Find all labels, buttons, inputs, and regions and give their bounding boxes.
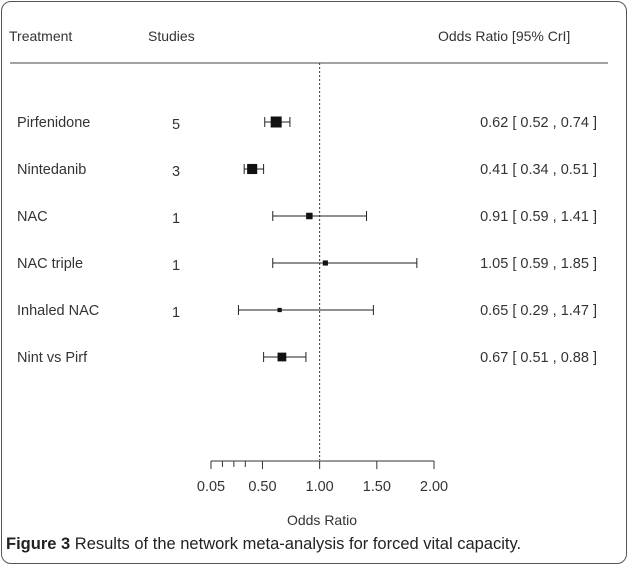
forest-row: NAC triple 1 1.05 [ 0.59 , 1.85 ] [17, 256, 597, 274]
x-axis-label: Odds Ratio [287, 512, 357, 528]
treatment-label: NAC [17, 209, 48, 225]
effect-value: 0.67 [ 0.51 , 0.88 ] [480, 350, 597, 366]
x-tick-label: 1.00 [306, 479, 334, 495]
studies-count: 3 [172, 164, 180, 180]
point-estimate [247, 163, 258, 175]
x-tick-label: 0.05 [197, 479, 225, 495]
studies-count: 5 [172, 117, 180, 133]
point-estimate [277, 307, 282, 313]
treatment-label: NAC triple [17, 256, 83, 272]
effect-value: 0.41 [ 0.34 , 0.51 ] [480, 162, 597, 178]
header-studies: Studies [148, 28, 195, 44]
figure-caption: Figure 3 Results of the network meta-ana… [6, 535, 521, 554]
header-treatment: Treatment [9, 28, 73, 44]
treatment-label: Nint vs Pirf [17, 350, 88, 366]
forest-row: Inhaled NAC 1 0.65 [ 0.29 , 1.47 ] [17, 303, 597, 321]
x-tick-label: 1.50 [363, 479, 391, 495]
effect-value: 1.05 [ 0.59 , 1.85 ] [480, 256, 597, 272]
forest-row: NAC 1 0.91 [ 0.59 , 1.41 ] [17, 209, 597, 227]
header-odds-ratio-cri: Odds Ratio [95% CrI] [438, 28, 571, 44]
treatment-label: Pirfenidone [17, 115, 90, 131]
studies-count: 1 [172, 258, 180, 274]
x-tick-label: 0.50 [248, 479, 276, 495]
studies-count: 1 [172, 305, 180, 321]
effect-value: 0.91 [ 0.59 , 1.41 ] [480, 209, 597, 225]
forest-plot: Pirfenidone 5 0.62 [ 0.52 , 0.74 ] Nintedan… [10, 62, 608, 528]
caption-text: Results of the network meta-analysis for… [74, 535, 522, 553]
treatment-label: Nintedanib [17, 162, 86, 178]
treatment-label: Inhaled NAC [17, 303, 99, 319]
point-estimate [306, 212, 313, 220]
point-estimate [322, 260, 328, 266]
forest-row: Pirfenidone 5 0.62 [ 0.52 , 0.74 ] [17, 115, 597, 133]
point-estimate [277, 352, 287, 362]
effect-value: 0.65 [ 0.29 , 1.47 ] [480, 303, 597, 319]
forest-row: Nint vs Pirf 0.67 [ 0.51 , 0.88 ] [17, 350, 597, 366]
effect-value: 0.62 [ 0.52 , 0.74 ] [480, 115, 597, 131]
studies-count: 1 [172, 211, 180, 227]
x-tick-label: 2.00 [420, 479, 448, 495]
point-estimate [270, 116, 282, 128]
forest-row: Nintedanib 3 0.41 [ 0.34 , 0.51 ] [17, 162, 597, 180]
caption-label: Figure 3 [6, 535, 71, 553]
